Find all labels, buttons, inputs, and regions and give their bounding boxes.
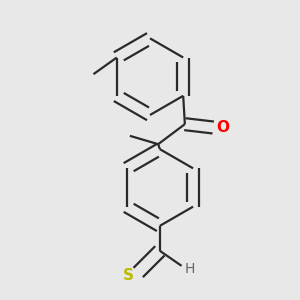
Text: O: O: [217, 120, 230, 135]
Text: H: H: [185, 262, 195, 275]
Text: S: S: [123, 268, 134, 283]
